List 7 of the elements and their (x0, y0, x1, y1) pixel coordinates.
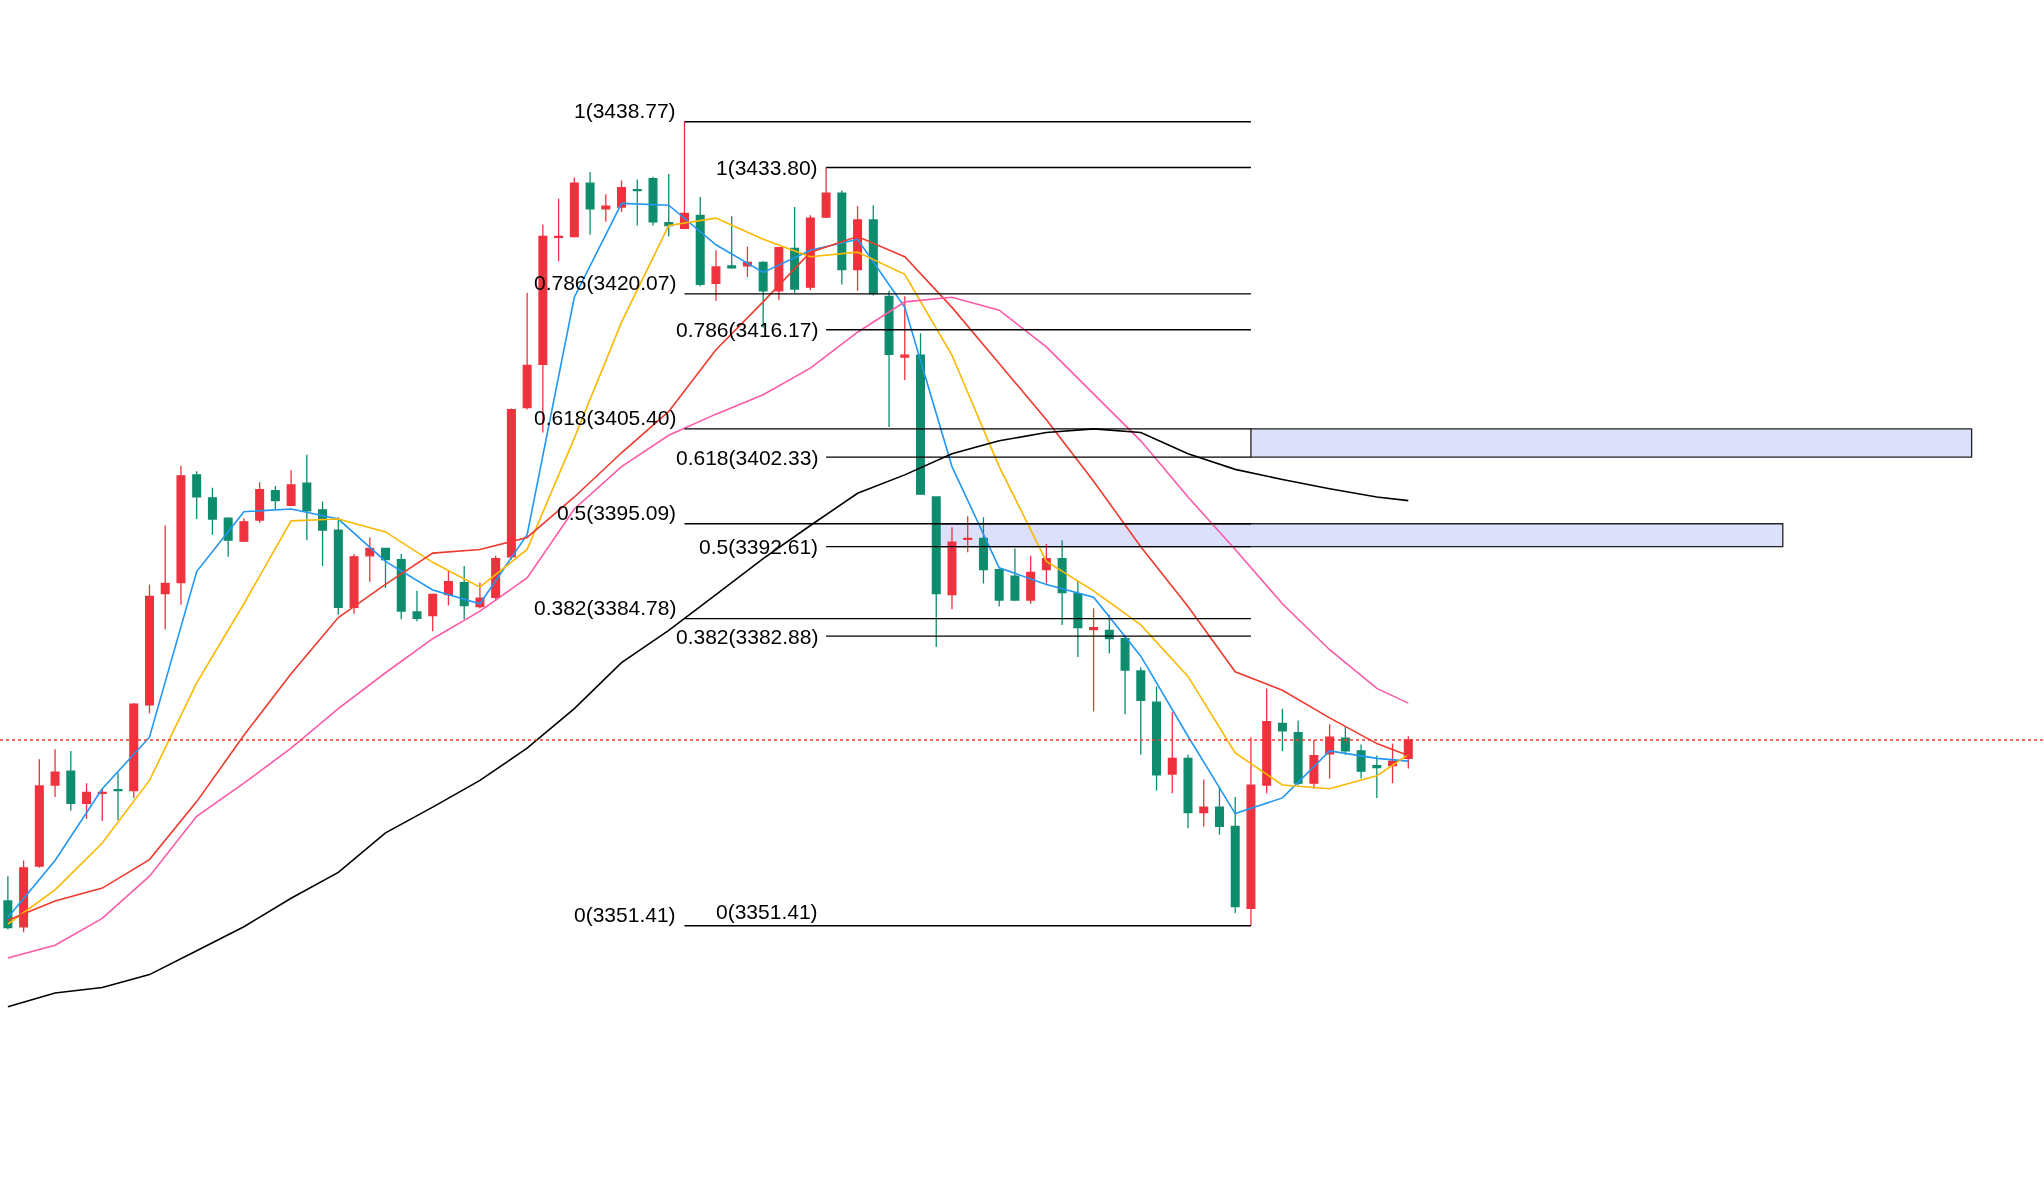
ref-line-label: 0.382(3384.78) (534, 596, 677, 619)
ref-line-label: 1(3433.80) (716, 156, 818, 179)
annotation: 0(3351.41) (716, 900, 818, 923)
ref-line-label: 0.382(3382.88) (676, 625, 819, 648)
ref-line-label: 0(3351.41) (574, 903, 676, 926)
ref-line-label: 0.618(3402.33) (676, 446, 819, 469)
ref-line-label: 1(3438.77) (574, 99, 676, 122)
